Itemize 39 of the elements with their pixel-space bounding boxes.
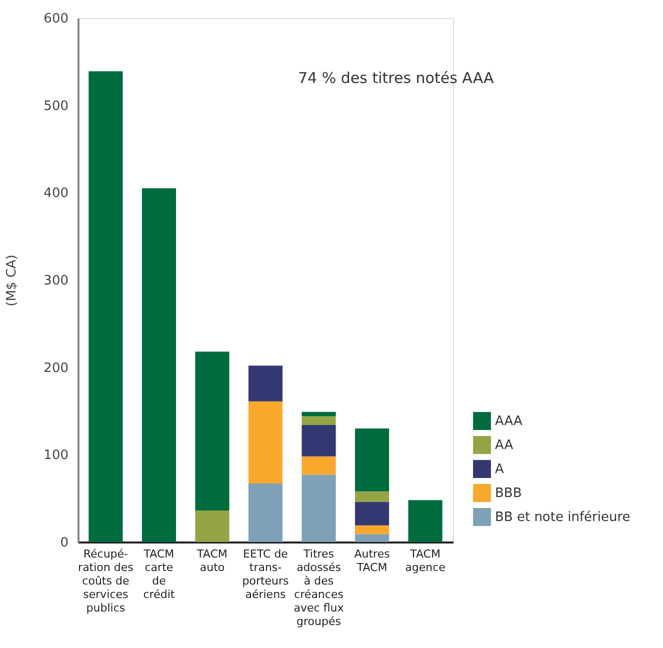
x-tick-label: TACM auto: [196, 548, 228, 574]
bar: [354, 525, 390, 534]
y-tick-label: 400: [44, 186, 68, 202]
x-tick-label: Autres TACM: [354, 548, 390, 574]
legend-label: AA: [495, 438, 514, 453]
bar: [88, 71, 123, 542]
legend-label: BB et note inférieure: [495, 510, 630, 525]
bar: [248, 366, 283, 402]
bar: [354, 428, 390, 492]
legend-label: AAA: [495, 414, 523, 429]
bar: [302, 456, 336, 475]
bar: [354, 502, 390, 526]
legend-label: BBB: [495, 486, 522, 501]
y-tick-label: 100: [44, 448, 68, 464]
y-tick-label: 0: [60, 536, 68, 550]
bar: [302, 412, 336, 416]
x-tick-label: EETC de trans- porteurs aériens: [242, 548, 290, 601]
y-axis-title: (M$ CA): [4, 254, 20, 306]
bar: [302, 416, 336, 425]
y-tick-label: 300: [44, 274, 68, 288]
bar: [248, 401, 283, 484]
bar: [195, 352, 230, 511]
y-tick-label: 200: [44, 360, 68, 376]
bar: [408, 500, 442, 542]
y-tick-label: 500: [44, 98, 68, 114]
annotation: 74 % des titres notés AAA: [298, 69, 495, 87]
x-tick-label: Récupé- ration des coûts de services publics: [78, 548, 134, 614]
x-tick-label: TACM agence: [405, 548, 446, 574]
legend-label: A: [495, 462, 504, 477]
bar: [302, 424, 336, 456]
x-tick-label: Titres adossés à des créances avec flux groupés: [294, 548, 344, 628]
bar: [248, 483, 283, 542]
bar: [142, 188, 176, 542]
x-tick-label: TACM carte de crédit: [142, 548, 176, 601]
bar: [354, 491, 390, 502]
bar: [195, 510, 230, 542]
bar: [302, 474, 336, 542]
y-tick-label: 600: [44, 12, 68, 26]
bar: [354, 534, 390, 542]
